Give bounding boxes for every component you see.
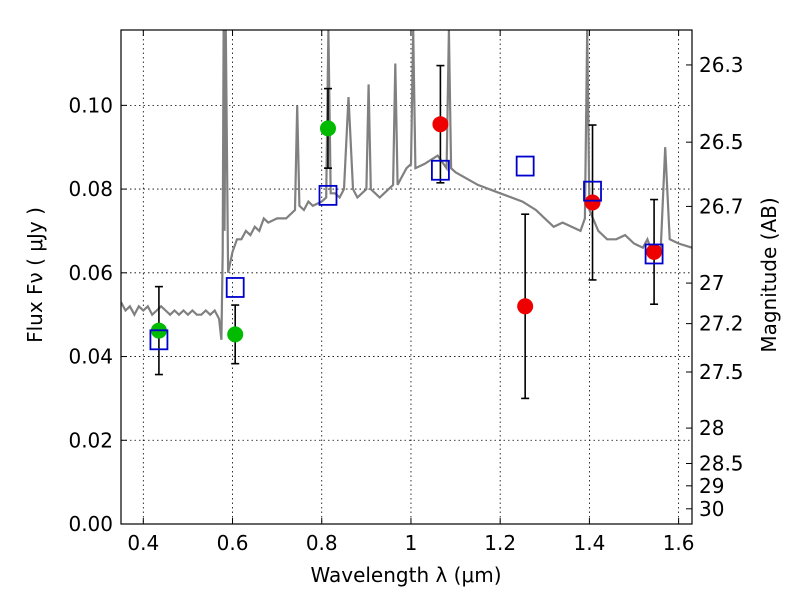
spectrum-line [121,30,692,340]
right-tick-label: 27 [699,271,724,295]
x-axis-label: Wavelength λ (μm) [310,563,501,587]
y-tick-label: 0.10 [68,93,113,117]
spectrum-layer [121,30,692,340]
right-axis-label: Magnitude (AB) [757,197,781,352]
plot-frame [120,29,693,525]
red-data-point [432,116,449,133]
y-axis-ticks: 0.00 0.02 0.04 0.06 0.08 0.10 [68,93,127,536]
x-tick-label: 1.2 [484,531,516,555]
model-square [644,243,664,265]
x-tick-label: 0.8 [306,531,338,555]
model-square [515,155,535,177]
x-axis-ticks: 0.4 0.6 0.8 1 1.2 1.4 1.6 [127,30,695,555]
y-tick-label: 0.08 [68,177,113,201]
red-data-point [646,243,663,260]
y-tick-label: 0.04 [68,345,113,369]
y-tick-label: 0.06 [68,261,113,285]
y-tick-label: 0.00 [68,512,113,536]
model-square [225,277,245,298]
red-data-point [584,194,601,211]
marker-layer [149,116,664,351]
model-square [431,159,450,181]
red-data-point [517,298,534,315]
green-data-point [227,326,244,343]
right-tick-label: 28 [699,416,724,440]
model-square [318,184,338,206]
grid-lines [121,30,692,525]
right-tick-label: 27.2 [699,312,744,336]
y-tick-label: 0.02 [68,428,113,452]
y-axis-label: Flux Fν ( μJy ) [23,207,47,343]
model-square [583,180,602,202]
right-tick-label: 26.7 [699,194,744,218]
green-data-point [319,120,336,137]
errorbar-layer [154,64,659,400]
right-tick-label: 27.5 [699,360,744,384]
right-tick-label: 29 [699,474,724,498]
right-tick-label: 26.5 [699,130,744,154]
x-tick-label: 0.4 [127,531,159,555]
x-tick-label: 1.4 [573,531,605,555]
x-tick-label: 1 [405,531,418,555]
right-tick-label: 26.3 [699,53,744,77]
right-tick-label: 28.5 [699,451,744,475]
right-tick-label: 30 [699,497,724,521]
model-square [149,329,169,351]
x-tick-label: 0.6 [217,531,249,555]
x-tick-label: 1.6 [663,531,695,555]
